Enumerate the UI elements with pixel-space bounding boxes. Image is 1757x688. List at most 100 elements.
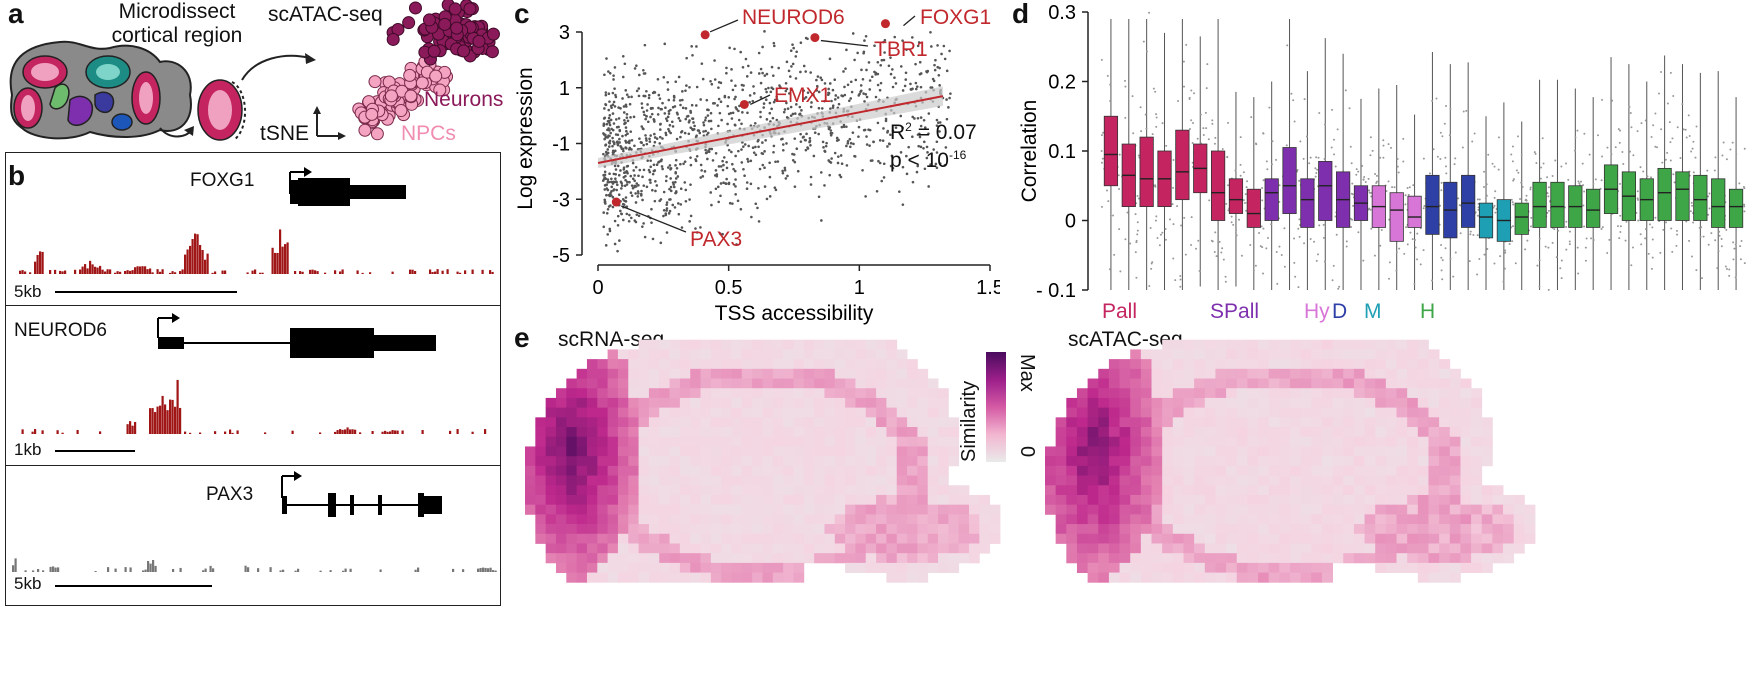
data-point: [927, 112, 931, 115]
map-cell: [555, 407, 567, 418]
data-point: [857, 135, 860, 138]
box-jitter-point: [1722, 141, 1725, 144]
track-bar: [254, 269, 257, 274]
box-pall: [1103, 115, 1119, 187]
map-cell: [566, 417, 578, 428]
map-cell: [576, 446, 588, 457]
npc-point: [384, 89, 398, 103]
track-bar: [284, 244, 287, 274]
data-point: [911, 180, 915, 184]
data-point: [944, 146, 948, 149]
data-point: [606, 151, 609, 155]
map-cell: [1268, 368, 1280, 379]
box-jitter-point: [1441, 278, 1444, 281]
box-jitter-point: [1728, 274, 1731, 277]
box-jitter-point: [1149, 226, 1152, 229]
confidence-band: [598, 86, 943, 169]
data-point: [684, 188, 688, 192]
data-point: [635, 182, 639, 185]
map-cell: [1332, 436, 1344, 447]
map-cell: [628, 504, 639, 515]
box-jitter-point: [1743, 262, 1746, 265]
box-jitter-point: [1658, 92, 1661, 95]
data-point: [810, 101, 813, 104]
box-pall: [1228, 178, 1244, 214]
map-cell: [669, 407, 681, 418]
map-cell: [1045, 446, 1057, 457]
map-cell: [1396, 359, 1408, 370]
box-jitter-point: [1588, 153, 1591, 156]
map-cell: [1417, 388, 1429, 399]
data-point: [612, 122, 616, 125]
track-bar: [129, 567, 132, 572]
map-cell: [1300, 427, 1312, 438]
track-bar: [189, 432, 192, 434]
map-cell: [566, 397, 578, 409]
map-cell: [710, 397, 722, 409]
data-point: [650, 221, 653, 224]
box-jitter-point: [1717, 250, 1720, 253]
map-cell: [659, 446, 670, 457]
map-cell: [1439, 446, 1451, 457]
map-cell: [876, 475, 887, 486]
data-point: [704, 148, 707, 152]
map-cell: [917, 397, 929, 409]
map-cell: [1172, 388, 1184, 399]
box-jitter-point: [1461, 146, 1464, 149]
map-cell: [793, 407, 805, 418]
data-point: [852, 142, 855, 146]
map-cell: [752, 465, 763, 476]
data-point: [741, 88, 744, 92]
map-cell: [628, 553, 639, 564]
box-jitter-point: [1469, 230, 1472, 233]
map-cell: [741, 368, 753, 379]
map-cell: [576, 485, 588, 496]
data-point: [674, 164, 677, 167]
data-point: [846, 83, 850, 87]
map-cell: [1332, 494, 1344, 506]
map-cell: [1343, 514, 1355, 525]
box-pall: [1210, 150, 1226, 221]
data-point: [722, 163, 725, 167]
map-cell: [865, 446, 877, 457]
box-jitter-point: [1214, 231, 1217, 234]
map-cell: [834, 553, 846, 564]
data-point: [606, 233, 610, 236]
map-cell: [597, 553, 609, 564]
map-cell: [896, 368, 908, 379]
map-cell: [1226, 339, 1238, 350]
map-cell: [1428, 475, 1440, 486]
data-point: [645, 185, 649, 189]
map-cell: [1343, 485, 1355, 496]
map-cell: [1279, 436, 1291, 447]
data-point: [856, 51, 859, 55]
map-cell: [1066, 446, 1078, 457]
data-point: [610, 106, 613, 109]
data-point: [626, 119, 630, 123]
box-jitter-point: [1215, 255, 1218, 258]
box-jitter-point: [1169, 218, 1172, 221]
data-point: [773, 44, 776, 48]
data-point: [849, 97, 853, 100]
map-cell: [1385, 543, 1397, 554]
box-jitter-point: [1441, 135, 1444, 138]
box-jitter-point: [1246, 180, 1249, 183]
map-cell: [1300, 543, 1312, 554]
map-cell: [824, 485, 836, 496]
box-jitter-point: [1225, 202, 1228, 205]
map-cell: [803, 553, 815, 564]
box-jitter-point: [1213, 250, 1216, 253]
data-point: [685, 56, 688, 60]
box-jitter-point: [1592, 182, 1595, 185]
map-cell: [690, 572, 701, 583]
map-cell: [1247, 456, 1259, 467]
map-cell: [1162, 397, 1174, 409]
data-point: [621, 75, 625, 79]
map-cell: [1481, 533, 1493, 544]
box-jitter-point: [1351, 218, 1354, 221]
map-cell: [1375, 504, 1387, 515]
data-point: [606, 148, 610, 151]
data-point: [730, 79, 733, 82]
box-jitter-point: [1576, 246, 1579, 249]
data-point: [665, 209, 668, 212]
